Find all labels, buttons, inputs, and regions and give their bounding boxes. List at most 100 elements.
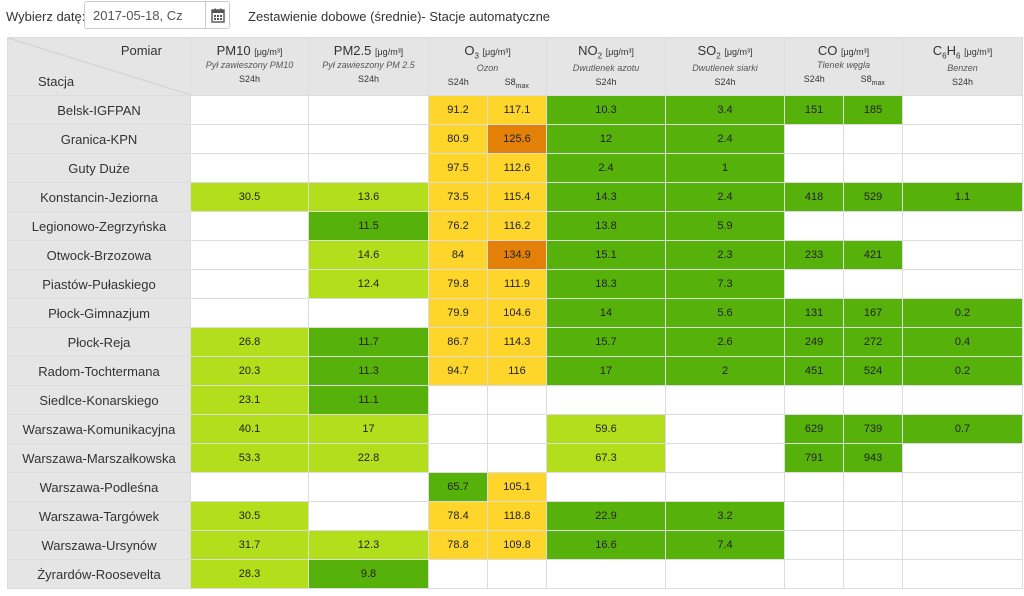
cell-so2: 1	[665, 153, 786, 183]
cell-no2: 14.3	[546, 182, 667, 212]
cell-o3-s8max	[486, 443, 548, 473]
header-c6h6: C6H6 [μg/m³] Benzen S24h	[902, 37, 1024, 96]
cell-co-s24h	[784, 530, 845, 560]
cell-o3-s8max: 134.9	[486, 240, 548, 270]
cell-c6h6	[902, 559, 1024, 589]
cell-co-s8max	[843, 530, 904, 560]
cell-pm10: 26.8	[190, 327, 309, 357]
cell-pm25: 11.5	[308, 211, 429, 241]
cell-c6h6	[902, 211, 1024, 241]
cell-co-s8max	[843, 124, 904, 154]
cell-co-s8max: 529	[843, 182, 904, 212]
cell-co-s24h: 629	[784, 414, 845, 444]
cell-o3-s24h: 73.5	[428, 182, 488, 212]
o3-sub2: S8max	[504, 76, 529, 90]
station-name[interactable]: Legionowo-Zegrzyńska	[7, 211, 191, 241]
station-name[interactable]: Siedlce-Konarskiego	[7, 385, 191, 415]
page-title: Zestawienie dobowe (średnie)- Stacje aut…	[248, 9, 551, 24]
cell-so2: 2.3	[665, 240, 786, 270]
cell-pm25	[308, 472, 429, 502]
top-toolbar: Wybierz datę: Zestawienie dobowe (średni…	[0, 0, 1024, 32]
cell-so2: 5.6	[665, 298, 786, 328]
cell-co-s8max: 421	[843, 240, 904, 270]
cell-no2: 18.3	[546, 269, 667, 299]
station-name[interactable]: Konstancin-Jeziorna	[7, 182, 191, 212]
cell-pm10: 23.1	[190, 385, 309, 415]
c6h6-unit: [μg/m³]	[964, 47, 993, 57]
cell-co-s24h	[784, 472, 845, 502]
cell-co-s8max: 167	[843, 298, 904, 328]
cell-pm10	[190, 95, 309, 125]
pm10-desc: Pył zawieszony PM10	[205, 60, 294, 70]
table-row: Piastów-Pułaskiego 12.4 79.8 111.9 18.3 7.3	[7, 269, 1024, 299]
cell-c6h6	[902, 501, 1024, 531]
station-name[interactable]: Radom-Tochtermana	[7, 356, 191, 386]
station-name[interactable]: Płock-Reja	[7, 327, 191, 357]
co-sub1: S24h	[803, 74, 825, 84]
co-unit: [μg/m³]	[840, 47, 870, 57]
cell-pm25: 9.8	[308, 559, 429, 589]
station-name[interactable]: Płock-Gimnazjum	[7, 298, 191, 328]
date-input[interactable]	[84, 1, 206, 29]
cell-o3-s24h: 65.7	[428, 472, 488, 502]
station-name[interactable]: Warszawa-Marszałkowska	[7, 443, 191, 473]
cell-so2: 2.6	[665, 327, 786, 357]
cell-o3-s8max	[486, 559, 548, 589]
cell-no2: 13.8	[546, 211, 667, 241]
cell-co-s24h: 418	[784, 182, 845, 212]
cell-pm10: 30.5	[190, 501, 309, 531]
cell-so2: 7.3	[665, 269, 786, 299]
cell-o3-s24h	[428, 385, 488, 415]
cell-no2: 22.9	[546, 501, 667, 531]
table-row: Belsk-IGFPAN 91.2 117.1 10.3 3.4 151 185	[7, 95, 1024, 125]
cell-so2: 5.9	[665, 211, 786, 241]
calendar-button[interactable]	[205, 1, 230, 29]
station-name[interactable]: Granica-KPN	[7, 124, 191, 154]
cell-o3-s8max: 104.6	[486, 298, 548, 328]
table-row: Płock-Reja 26.8 11.7 86.7 114.3 15.7 2.6 249 272…	[7, 327, 1024, 357]
station-name[interactable]: Warszawa-Komunikacyjna	[7, 414, 191, 444]
cell-so2: 3.2	[665, 501, 786, 531]
station-name[interactable]: Belsk-IGFPAN	[7, 95, 191, 125]
cell-pm10: 40.1	[190, 414, 309, 444]
cell-o3-s24h: 84	[428, 240, 488, 270]
co-name: CO	[817, 43, 838, 58]
cell-c6h6	[902, 443, 1024, 473]
station-name[interactable]: Guty Duże	[7, 153, 191, 183]
cell-o3-s8max: 118.8	[486, 501, 548, 531]
cell-pm10	[190, 298, 309, 328]
o3-desc: Ozon	[476, 62, 499, 73]
station-name[interactable]: Warszawa-Targówek	[7, 501, 191, 531]
cell-co-s24h	[784, 501, 845, 531]
station-name[interactable]: Warszawa-Podleśna	[7, 472, 191, 502]
header-diagonal	[8, 38, 191, 95]
cell-co-s8max	[843, 472, 904, 502]
cell-no2: 14	[546, 298, 667, 328]
station-name[interactable]: Warszawa-Ursynów	[7, 530, 191, 560]
cell-pm25: 14.6	[308, 240, 429, 270]
station-name[interactable]: Piastów-Pułaskiego	[7, 269, 191, 299]
cell-so2: 2.4	[665, 182, 786, 212]
cell-o3-s8max: 116.2	[486, 211, 548, 241]
cell-co-s24h: 249	[784, 327, 845, 357]
so2-desc: Dwutlenek siarki	[692, 62, 758, 73]
cell-co-s8max	[843, 385, 904, 415]
cell-pm25	[308, 124, 429, 154]
cell-no2	[546, 559, 667, 589]
table-row: Guty Duże 97.5 112.6 2.4 1	[7, 153, 1024, 183]
cell-pm25: 22.8	[308, 443, 429, 473]
cell-o3-s8max: 105.1	[486, 472, 548, 502]
cell-pm25: 12.4	[308, 269, 429, 299]
station-name[interactable]: Otwock-Brzozowa	[7, 240, 191, 270]
header-o3: O3 [μg/m³] Ozon S24h S8max	[427, 37, 548, 96]
cell-o3-s24h	[428, 559, 488, 589]
station-name[interactable]: Żyrardów-Roosevelta	[7, 559, 191, 589]
cell-pm10: 30.5	[190, 182, 309, 212]
cell-c6h6	[902, 385, 1024, 415]
cell-pm25	[308, 298, 429, 328]
cell-co-s24h	[784, 153, 845, 183]
table-row: Warszawa-Komunikacyjna 40.1 17 59.6 629 739 0.…	[7, 414, 1024, 444]
cell-o3-s8max: 116	[486, 356, 548, 386]
cell-pm10	[190, 124, 309, 154]
cell-so2	[665, 559, 786, 589]
